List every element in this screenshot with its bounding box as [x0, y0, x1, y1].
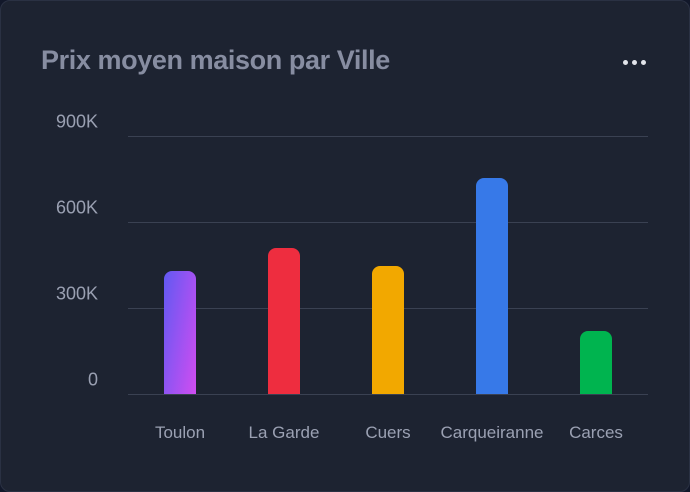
- x-axis-category-label: Cuers: [365, 423, 411, 442]
- card-header: Prix moyen maison par Ville: [1, 1, 689, 97]
- bar-carqueiranne[interactable]: [476, 177, 508, 394]
- gridline: [128, 222, 648, 223]
- more-options-button[interactable]: [617, 51, 651, 73]
- ellipsis-icon: [631, 59, 637, 65]
- x-axis-category-label: La Garde: [248, 423, 320, 442]
- x-axis-category-label: Carqueiranne: [440, 423, 544, 442]
- y-axis-tick-label: 300K: [55, 283, 98, 304]
- bar-carces[interactable]: [580, 330, 612, 394]
- bar-toulon[interactable]: [164, 270, 196, 394]
- chart-title: Prix moyen maison par Ville: [41, 45, 390, 75]
- bar-cuers[interactable]: [372, 266, 404, 394]
- gridline: [128, 136, 648, 137]
- x-axis-category-label: Carces: [569, 423, 623, 442]
- ellipsis-icon: [640, 59, 646, 65]
- gridline: [128, 394, 648, 395]
- y-axis-tick-label: 600K: [55, 197, 98, 218]
- bar-la-garde[interactable]: [268, 247, 300, 394]
- y-axis-tick-label: 900K: [55, 111, 98, 132]
- y-axis-tick-label: 0: [87, 369, 98, 390]
- x-axis-category-label: Toulon: [154, 423, 206, 442]
- ellipsis-icon: [622, 59, 628, 65]
